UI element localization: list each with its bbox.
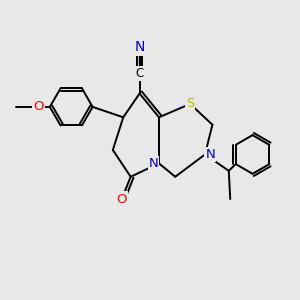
Text: S: S xyxy=(186,98,194,110)
Text: C: C xyxy=(136,67,144,80)
Text: N: N xyxy=(134,40,145,55)
Text: N: N xyxy=(206,148,215,161)
Text: O: O xyxy=(116,193,127,206)
Text: N: N xyxy=(149,157,158,170)
Text: O: O xyxy=(33,100,44,113)
